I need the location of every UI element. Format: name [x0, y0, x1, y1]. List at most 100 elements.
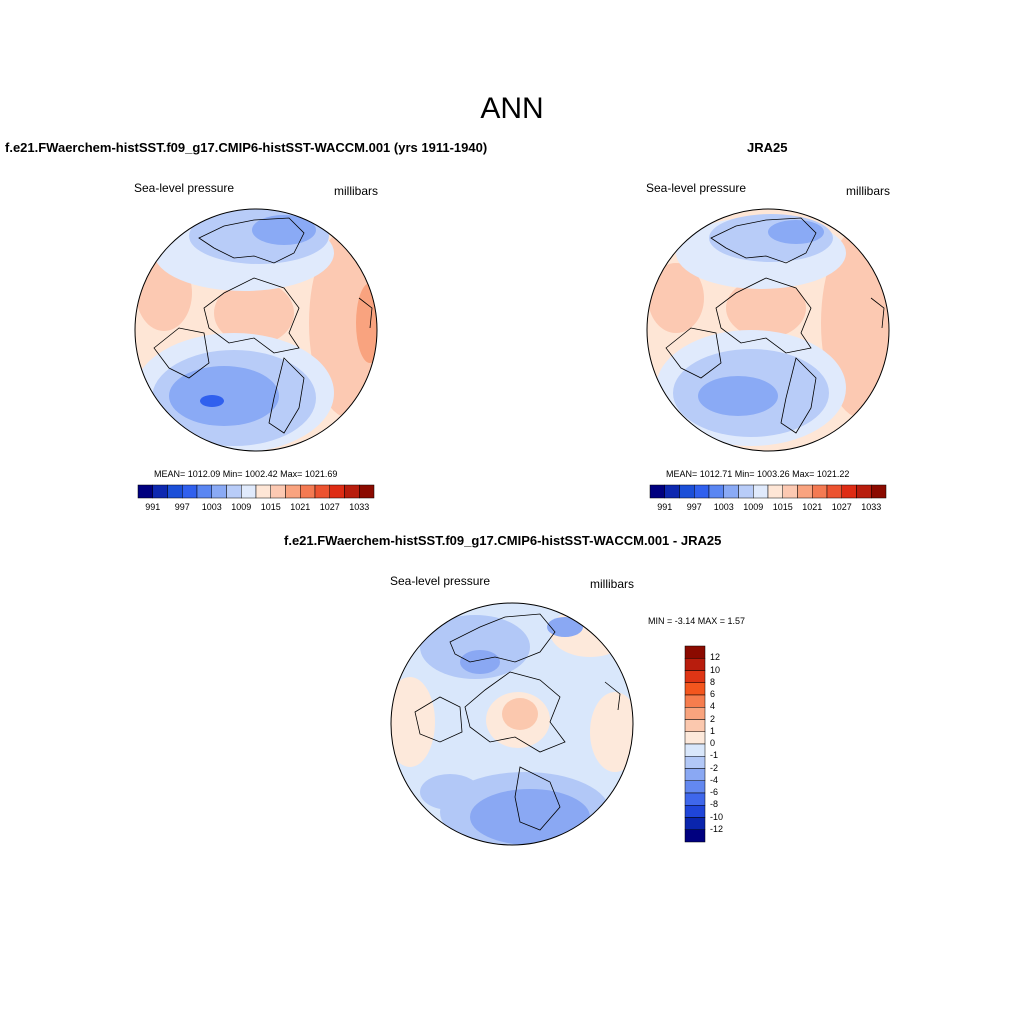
colorbar-tick-label: 1015: [772, 502, 793, 512]
colorbar-swatch: [211, 484, 227, 499]
colorbar-tick-label: 1003: [201, 502, 222, 512]
colorbar-swatch: [797, 484, 813, 499]
colorbar-tick-label: 1: [710, 725, 716, 736]
colorbar-tick-label: -8: [710, 799, 719, 810]
colorbar-swatch: [241, 484, 257, 499]
panel3-colorbar-ticks: 12 10 8 6 4 2 1 0 -1 -2 -4 -6 -8 -10 -12: [710, 646, 740, 842]
colorbar-swatch: [684, 805, 706, 818]
colorbar-swatch: [856, 484, 872, 499]
colorbar-tick-label: 1033: [861, 502, 882, 512]
colorbar-swatch: [841, 484, 857, 499]
colorbar-swatch: [684, 719, 706, 732]
panel2-colorbar-ticks: 991 997 1003 1009 1015 1021 1027 1033: [650, 502, 886, 516]
colorbar-tick-label: -12: [710, 823, 724, 834]
colorbar-swatch: [871, 484, 887, 499]
panel2-variable-label: Sea-level pressure: [646, 181, 747, 195]
colorbar-swatch: [649, 484, 665, 499]
colorbar-swatch: [684, 645, 706, 659]
panel3-colorbar: [684, 645, 706, 843]
colorbar-swatch: [684, 682, 706, 696]
colorbar-swatch: [684, 731, 706, 745]
colorbar-tick-label: 1009: [231, 502, 252, 512]
colorbar-tick-label: 1021: [802, 502, 823, 512]
colorbar-tick-label: 997: [174, 502, 190, 512]
colorbar-swatch: [684, 817, 706, 830]
colorbar-swatch: [723, 484, 739, 499]
colorbar-swatch: [684, 658, 706, 671]
colorbar-swatch: [684, 756, 706, 769]
colorbar-tick-label: 991: [657, 502, 673, 512]
panel3-variable-label: Sea-level pressure: [390, 574, 491, 588]
colorbar-swatch: [679, 484, 695, 499]
colorbar-swatch: [812, 484, 828, 499]
colorbar-tick-label: 10: [710, 664, 721, 675]
panel3-polar-map: [390, 602, 634, 846]
colorbar-swatch: [694, 484, 710, 499]
colorbar-swatch: [344, 484, 360, 499]
colorbar-swatch: [300, 484, 316, 499]
colorbar-swatch: [684, 829, 706, 843]
colorbar-tick-label: 1021: [290, 502, 311, 512]
panel3-title: f.e21.FWaerchem-histSST.f09_g17.CMIP6-hi…: [284, 533, 722, 548]
colorbar-swatch: [708, 484, 724, 499]
colorbar-swatch: [684, 743, 706, 757]
colorbar-swatch: [182, 484, 198, 499]
panel1-stats: MEAN= 1012.09 Min= 1002.42 Max= 1021.69: [154, 469, 338, 479]
panel1-title: f.e21.FWaerchem-histSST.f09_g17.CMIP6-hi…: [5, 140, 488, 155]
colorbar-tick-label: -6: [710, 787, 719, 797]
colorbar-swatch: [167, 484, 183, 499]
colorbar-tick-label: 1015: [260, 502, 281, 512]
colorbar-tick-label: 12: [710, 652, 721, 663]
panel1-colorbar: [137, 484, 375, 499]
colorbar-swatch: [684, 694, 706, 708]
colorbar-tick-label: 4: [710, 701, 716, 712]
panel1-polar-map: [134, 208, 378, 452]
colorbar-swatch: [137, 484, 153, 499]
colorbar-tick-label: 997: [686, 502, 702, 512]
colorbar-swatch: [226, 484, 242, 499]
colorbar-tick-label: 1003: [713, 502, 734, 512]
colorbar-tick-label: 1033: [349, 502, 370, 512]
colorbar-tick-label: 1027: [831, 502, 852, 512]
colorbar-tick-label: 8: [710, 676, 716, 687]
colorbar-swatch: [684, 792, 706, 806]
panel2-units-label: millibars: [846, 184, 891, 198]
colorbar-swatch: [738, 484, 754, 499]
colorbar-swatch: [684, 768, 706, 781]
colorbar-swatch: [684, 670, 706, 683]
figure-title: ANN: [480, 92, 544, 125]
colorbar-swatch: [152, 484, 168, 499]
colorbar-swatch: [664, 484, 680, 499]
panel1-units-label: millibars: [334, 184, 379, 198]
colorbar-tick-label: 0: [710, 738, 716, 748]
panel3-stats: MIN = -3.14 MAX = 1.57: [648, 616, 746, 626]
colorbar-tick-label: -4: [710, 774, 719, 785]
colorbar-tick-label: 6: [710, 689, 716, 699]
colorbar-swatch: [767, 484, 783, 499]
panel3-units-label: millibars: [590, 577, 635, 591]
colorbar-swatch: [782, 484, 798, 499]
panel2-colorbar: [649, 484, 887, 499]
colorbar-swatch: [329, 484, 345, 499]
panel1-colorbar-ticks: 991 997 1003 1009 1015 1021 1027 1033: [138, 502, 374, 516]
colorbar-swatch: [684, 780, 706, 794]
colorbar-swatch: [196, 484, 212, 499]
panel1-variable-label: Sea-level pressure: [134, 181, 235, 195]
colorbar-swatch: [255, 484, 271, 499]
colorbar-tick-label: 1009: [743, 502, 764, 512]
colorbar-tick-label: -1: [710, 750, 719, 761]
panel2-polar-map: [646, 208, 890, 452]
colorbar-swatch: [753, 484, 769, 499]
panel2-stats: MEAN= 1012.71 Min= 1003.26 Max= 1021.22: [666, 469, 850, 479]
colorbar-tick-label: 2: [710, 713, 716, 724]
colorbar-tick-label: -10: [710, 811, 724, 822]
colorbar-tick-label: 1027: [319, 502, 340, 512]
colorbar-swatch: [359, 484, 375, 499]
colorbar-tick-label: -2: [710, 762, 719, 773]
colorbar-swatch: [684, 707, 706, 720]
colorbar-tick-label: 991: [145, 502, 161, 512]
colorbar-swatch: [314, 484, 330, 499]
colorbar-swatch: [826, 484, 842, 499]
colorbar-swatch: [270, 484, 286, 499]
panel2-title: JRA25: [747, 140, 788, 155]
